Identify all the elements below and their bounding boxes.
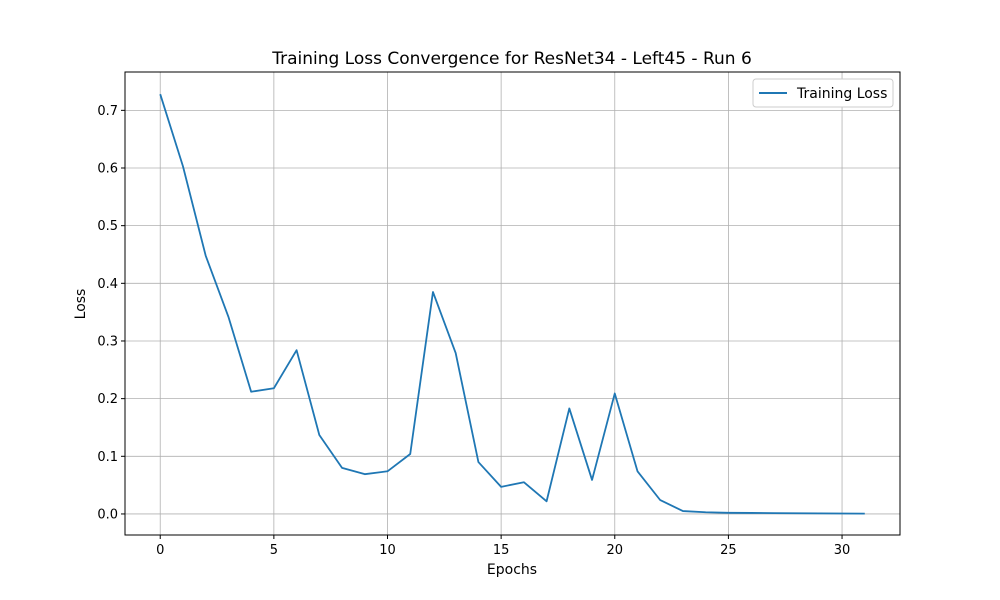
x-tick-label: 10	[379, 543, 396, 558]
axis-ticks: 0 5 10 15 20 25 30 0.0 0.1 0.2 0.3 0.4 0.5 0.6 0.7	[97, 104, 850, 558]
y-tick-label: 0.5	[97, 219, 118, 234]
legend-box	[752, 78, 894, 108]
x-tick-label: 0	[156, 543, 164, 558]
x-tick-label: 25	[720, 543, 737, 558]
legend: Training Loss	[752, 78, 894, 108]
x-axis-label: Epochs	[487, 562, 537, 578]
y-tick-label: 0.3	[97, 334, 118, 349]
y-tick-label: 0.2	[97, 392, 118, 407]
plot-frame	[124, 71, 901, 536]
x-tick-label: 15	[493, 543, 510, 558]
series-layer	[159, 93, 865, 515]
x-tick-label: 30	[834, 543, 851, 558]
series-line-training-loss	[159, 93, 865, 515]
y-tick-label: 0.6	[97, 162, 118, 177]
grid-lines	[125, 72, 900, 535]
x-tick-label: 20	[606, 543, 623, 558]
chart-title: Training Loss Convergence for ResNet34 -…	[271, 49, 752, 69]
y-axis-label: Loss	[73, 289, 89, 320]
x-tick-label: 5	[270, 543, 278, 558]
y-tick-label: 0.7	[97, 104, 118, 119]
y-tick-label: 0.0	[97, 507, 118, 522]
y-tick-label: 0.1	[97, 450, 118, 465]
legend-label: Training Loss	[796, 86, 887, 102]
y-tick-label: 0.4	[97, 277, 118, 292]
